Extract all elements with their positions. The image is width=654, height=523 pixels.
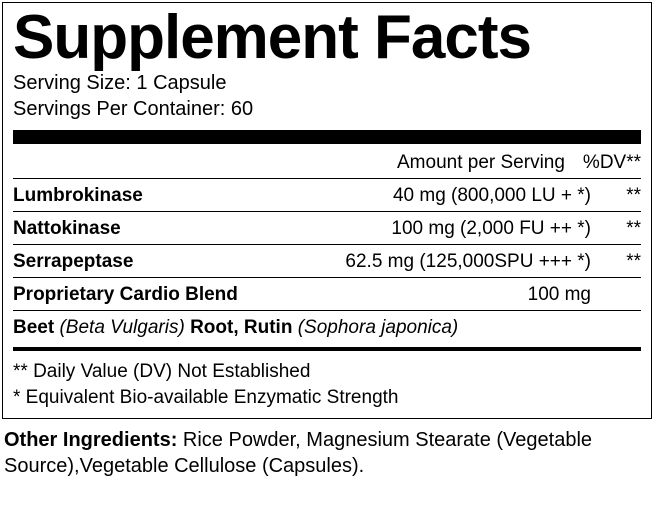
panel-title: Supplement Facts [13,3,641,70]
supplement-facts-panel: Supplement Facts Serving Size: 1 Capsule… [2,2,652,419]
blend-part-latin: (Beta Vulgaris) [59,317,190,338]
header-dv: %DV** [583,152,641,174]
blend-part: Root, Rutin [190,317,298,338]
table-row: Nattokinase 100 mg (2,000 FU ++ *) ** [13,212,641,244]
blend-part-latin: (Sophora japonica) [298,317,459,338]
table-row: Serrapeptase 62.5 mg (125,000SPU +++ *) … [13,245,641,277]
ingredient-dv: ** [591,218,641,240]
serving-size: Serving Size: 1 Capsule [13,70,641,96]
ingredient-dv: ** [591,251,641,273]
footnote-line: ** Daily Value (DV) Not Established [13,359,641,385]
ingredient-name: Lumbrokinase [13,185,143,207]
column-headers: Amount per Serving %DV** [13,148,641,178]
ingredient-amount: 100 mg (2,000 FU ++ *) [121,218,591,240]
ingredient-dv: ** [591,185,641,207]
ingredient-amount: 100 mg [238,284,591,306]
footnotes: ** Daily Value (DV) Not Established * Eq… [13,355,641,412]
ingredient-name: Serrapeptase [13,251,133,273]
table-row: Lumbrokinase 40 mg (800,000 LU + *) ** [13,179,641,211]
header-amount: Amount per Serving [397,152,565,174]
rule-medium [13,347,641,351]
ingredient-name: Proprietary Cardio Blend [13,284,238,306]
ingredient-name: Nattokinase [13,218,121,240]
footnote-line: * Equivalent Bio-available Enzymatic Str… [13,385,641,411]
other-ingredients-label: Other Ingredients: [4,429,183,451]
rule-thick-top [13,130,641,144]
ingredient-amount: 62.5 mg (125,000SPU +++ *) [133,251,591,273]
blend-part: Beet [13,317,59,338]
servings-per-container: Servings Per Container: 60 [13,96,641,122]
other-ingredients: Other Ingredients: Rice Powder, Magnesiu… [0,421,654,479]
ingredient-amount: 40 mg (800,000 LU + *) [143,185,591,207]
table-row: Proprietary Cardio Blend 100 mg [13,278,641,310]
blend-detail: Beet (Beta Vulgaris) Root, Rutin (Sophor… [13,311,641,343]
